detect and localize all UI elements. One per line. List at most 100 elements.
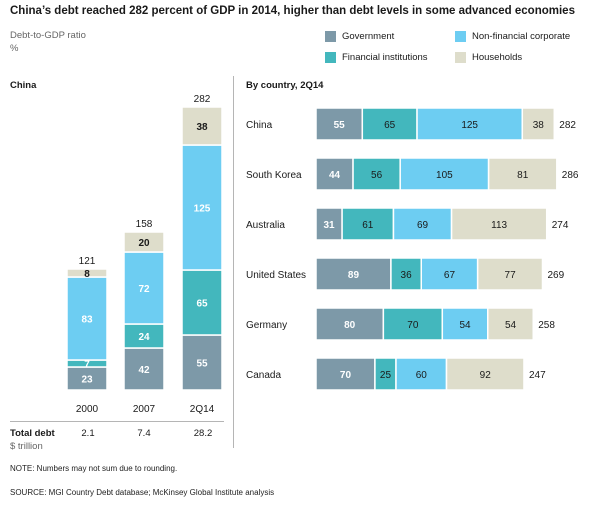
bar-china-financial-institutions	[361, 107, 418, 141]
bar-2007-non-financial-corporate	[123, 251, 165, 325]
panel-divider	[233, 76, 234, 448]
bar-value-2000-government: 23	[81, 375, 93, 386]
bar-value-canada-non-financial-corporate: 60	[416, 370, 428, 381]
bar-value-australia-government: 31	[323, 220, 335, 231]
bar-united-states-non-financial-corporate	[420, 257, 479, 291]
bar-value-2007-households: 20	[138, 238, 150, 249]
country-label-south-korea: South Korea	[246, 170, 302, 181]
bar-value-canada-government: 70	[340, 370, 352, 381]
legend-swatch-financial-institutions	[325, 52, 336, 63]
legend-swatch-households	[455, 52, 466, 63]
bar-value-2007-government: 42	[138, 365, 150, 376]
bar-value-australia-households: 113	[491, 220, 507, 231]
total-debt-unit: $ trillion	[10, 441, 43, 452]
bar-total-2q14: 282	[194, 94, 211, 105]
chart-title: China’s debt reached 282 percent of GDP …	[10, 5, 575, 17]
bar-australia-households	[450, 207, 548, 241]
bar-value-2007-non-financial-corporate: 72	[138, 284, 150, 295]
legend-swatch-non-financial-corporate	[455, 31, 466, 42]
bar-canada-non-financial-corporate	[395, 357, 448, 391]
bar-south-korea-non-financial-corporate	[399, 157, 490, 191]
bar-value-south-korea-households: 81	[517, 170, 529, 181]
bar-value-canada-financial-institutions: 25	[380, 370, 392, 381]
country-debt-chart: China 55 65 125 38 282 South Korea 44 56 105 81 286…	[246, 107, 579, 391]
bar-value-united-states-non-financial-corporate: 67	[444, 270, 456, 281]
bar-2q14-households	[181, 106, 223, 146]
bar-value-2000-households: 8	[84, 269, 90, 280]
bar-south-korea-households	[487, 157, 558, 191]
bar-value-australia-financial-institutions: 61	[362, 220, 374, 231]
total-debt-label: Total debt	[10, 428, 55, 439]
country-panel-label: By country, 2Q14	[246, 80, 324, 91]
bar-value-south-korea-financial-institutions: 56	[371, 170, 383, 181]
bar-value-united-states-financial-institutions: 36	[401, 270, 413, 281]
chart-subtitle: Debt-to-GDP ratio	[10, 30, 86, 41]
bar-value-2q14-non-financial-corporate: 125	[194, 204, 211, 215]
bar-value-china-households: 38	[533, 120, 545, 131]
bar-value-germany-non-financial-corporate: 54	[459, 320, 471, 331]
bar-canada-households	[445, 357, 525, 391]
total-debt-2007: 7.4	[137, 428, 151, 439]
category-label-2000: 2000	[76, 404, 99, 415]
bar-value-south-korea-government: 44	[329, 170, 341, 181]
bar-total-south-korea: 286	[562, 170, 579, 181]
country-label-canada: Canada	[246, 370, 281, 381]
country-label-united-states: United States	[246, 270, 306, 281]
bar-2007-government	[123, 347, 165, 391]
bar-value-2000-non-financial-corporate: 83	[81, 315, 93, 326]
legend-label-households: Households	[472, 52, 523, 63]
bar-china-non-financial-corporate	[416, 107, 524, 141]
legend-label-non-financial-corporate: Non-financial corporate	[472, 31, 571, 42]
legend-label-government: Government	[342, 31, 395, 42]
bar-canada-government	[315, 357, 376, 391]
bar-germany-households	[487, 307, 534, 341]
bar-2000-households	[66, 268, 108, 278]
bar-value-china-financial-institutions: 65	[384, 120, 396, 131]
note: NOTE: Numbers may not sum due to roundin…	[10, 464, 178, 473]
bar-total-canada: 247	[529, 370, 546, 381]
bar-australia-non-financial-corporate	[392, 207, 453, 241]
bar-value-2q14-government: 55	[196, 359, 208, 370]
bar-south-korea-financial-institutions	[352, 157, 401, 191]
china-panel-label: China	[10, 80, 37, 91]
total-debt-2q14: 28.2	[193, 428, 213, 439]
bar-united-states-government	[315, 257, 392, 291]
bar-total-2000: 121	[79, 256, 96, 267]
bar-value-2q14-financial-institutions: 65	[196, 299, 208, 310]
bar-total-germany: 258	[538, 320, 555, 331]
total-divider	[10, 421, 224, 422]
bar-total-australia: 274	[552, 220, 569, 231]
bar-value-2000-financial-institutions: 7	[84, 360, 90, 371]
bar-china-households	[521, 107, 556, 141]
country-label-germany: Germany	[246, 320, 287, 331]
category-label-2q14: 2Q14	[190, 404, 215, 415]
china-debt-chart: 23 7 83 8 121 2000 42 24 72 20 158 2007 55 65 125 38 282…	[66, 94, 223, 415]
bar-value-germany-households: 54	[505, 320, 517, 331]
bar-value-united-states-households: 77	[505, 270, 517, 281]
bar-value-canada-households: 92	[480, 370, 492, 381]
bar-united-states-households	[476, 257, 544, 291]
bar-value-germany-financial-institutions: 70	[407, 320, 419, 331]
bar-germany-financial-institutions	[382, 307, 444, 341]
country-label-china: China	[246, 120, 273, 131]
bar-value-china-non-financial-corporate: 125	[461, 120, 478, 131]
chart-unit: %	[10, 43, 19, 54]
bar-total-united-states: 269	[547, 270, 564, 281]
legend-swatch-government	[325, 31, 336, 42]
bar-value-south-korea-non-financial-corporate: 105	[436, 170, 453, 181]
bar-united-states-financial-institutions	[390, 257, 423, 291]
bar-value-germany-government: 80	[344, 320, 356, 331]
bar-value-united-states-government: 89	[348, 270, 360, 281]
bar-value-china-government: 55	[334, 120, 346, 131]
bar-australia-financial-institutions	[341, 207, 395, 241]
bar-2000-non-financial-corporate	[66, 276, 108, 361]
bar-south-korea-government	[315, 157, 354, 191]
category-label-2007: 2007	[133, 404, 156, 415]
country-label-australia: Australia	[246, 220, 285, 231]
bar-value-2007-financial-institutions: 24	[138, 332, 150, 343]
bar-value-2q14-households: 38	[196, 122, 208, 133]
source: SOURCE: MGI Country Debt database; McKin…	[10, 488, 275, 497]
legend-label-financial-institutions: Financial institutions	[342, 52, 428, 63]
total-debt-2000: 2.1	[81, 428, 95, 439]
bar-value-australia-non-financial-corporate: 69	[417, 220, 429, 231]
